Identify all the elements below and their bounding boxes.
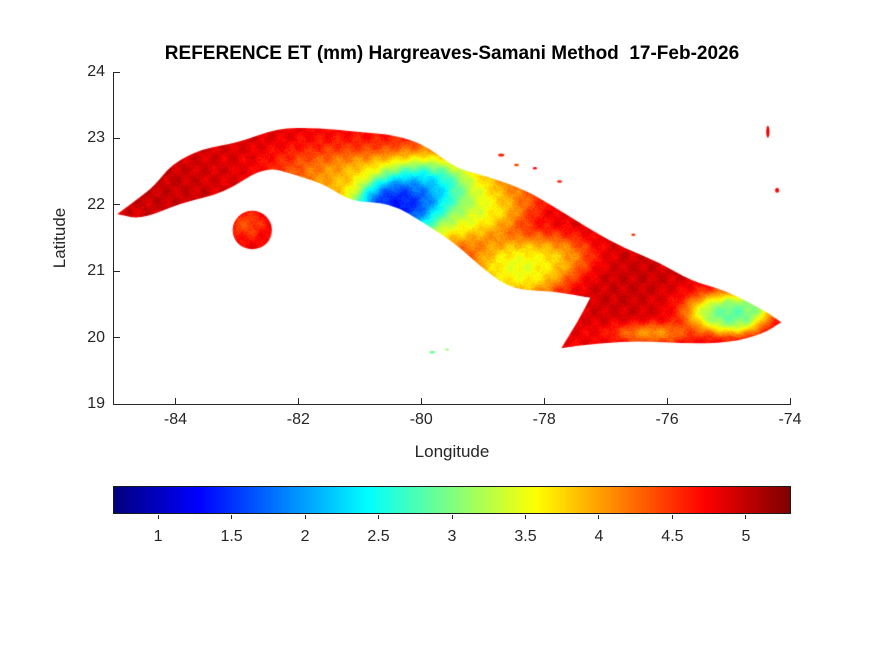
- map-canvas: [114, 72, 790, 404]
- colorbar-tick-mark: [451, 515, 453, 519]
- y-tick-mark: [114, 403, 120, 405]
- colorbar-tick-label: 5: [741, 528, 751, 545]
- y-tick-label: 21: [87, 262, 105, 280]
- y-tick-mark: [114, 71, 120, 73]
- colorbar-tick-mark: [598, 515, 600, 519]
- y-tick-mark: [114, 270, 120, 272]
- y-axis-line: [113, 72, 114, 405]
- chart-title: REFERENCE ET (mm) Hargreaves-Samani Meth…: [164, 43, 740, 64]
- colorbar-tick-mark: [524, 515, 526, 519]
- x-tick-mark: [789, 398, 791, 404]
- colorbar-tick-label: 4: [594, 528, 604, 545]
- y-tick-mark: [114, 337, 120, 339]
- colorbar-tick-label: 2.5: [367, 528, 390, 545]
- x-tick-mark: [174, 398, 176, 404]
- x-tick-label: -78: [532, 411, 556, 428]
- x-axis-line: [113, 404, 791, 405]
- y-tick-mark: [114, 137, 120, 139]
- y-tick-label: 24: [87, 63, 105, 80]
- colorbar-tick-mark: [671, 515, 673, 519]
- x-tick-label: -76: [655, 411, 679, 428]
- x-tick-label: -82: [286, 411, 310, 428]
- colorbar-tick-mark: [745, 515, 747, 519]
- y-tick-label: 20: [87, 328, 105, 346]
- colorbar-tick-label: 1.5: [220, 528, 243, 545]
- colorbar-tick-label: 3.5: [514, 528, 537, 545]
- x-tick-label: -80: [409, 411, 433, 428]
- y-tick-label: 22: [87, 195, 105, 213]
- y-tick-mark: [114, 204, 120, 206]
- colorbar-canvas: [113, 486, 791, 514]
- colorbar-tick-label: 4.5: [661, 528, 684, 545]
- x-tick-label: -84: [163, 411, 188, 428]
- x-tick-mark: [666, 398, 668, 404]
- x-tick-label: -74: [778, 411, 802, 428]
- colorbar-tick-mark: [304, 515, 306, 519]
- y-tick-label: 23: [87, 129, 105, 147]
- colorbar-tick-mark: [231, 515, 233, 519]
- colorbar-tick-mark: [157, 515, 159, 519]
- y-tick-label: 19: [87, 395, 105, 412]
- colorbar-tick-label: 3: [447, 528, 457, 545]
- colorbar-tick-label: 2: [300, 528, 310, 545]
- colorbar-tick-label: 1: [153, 528, 163, 545]
- colorbar-tick-mark: [378, 515, 380, 519]
- x-axis-label: Longitude: [414, 442, 490, 461]
- x-tick-mark: [543, 398, 545, 404]
- x-tick-mark: [297, 398, 299, 404]
- x-tick-mark: [420, 398, 422, 404]
